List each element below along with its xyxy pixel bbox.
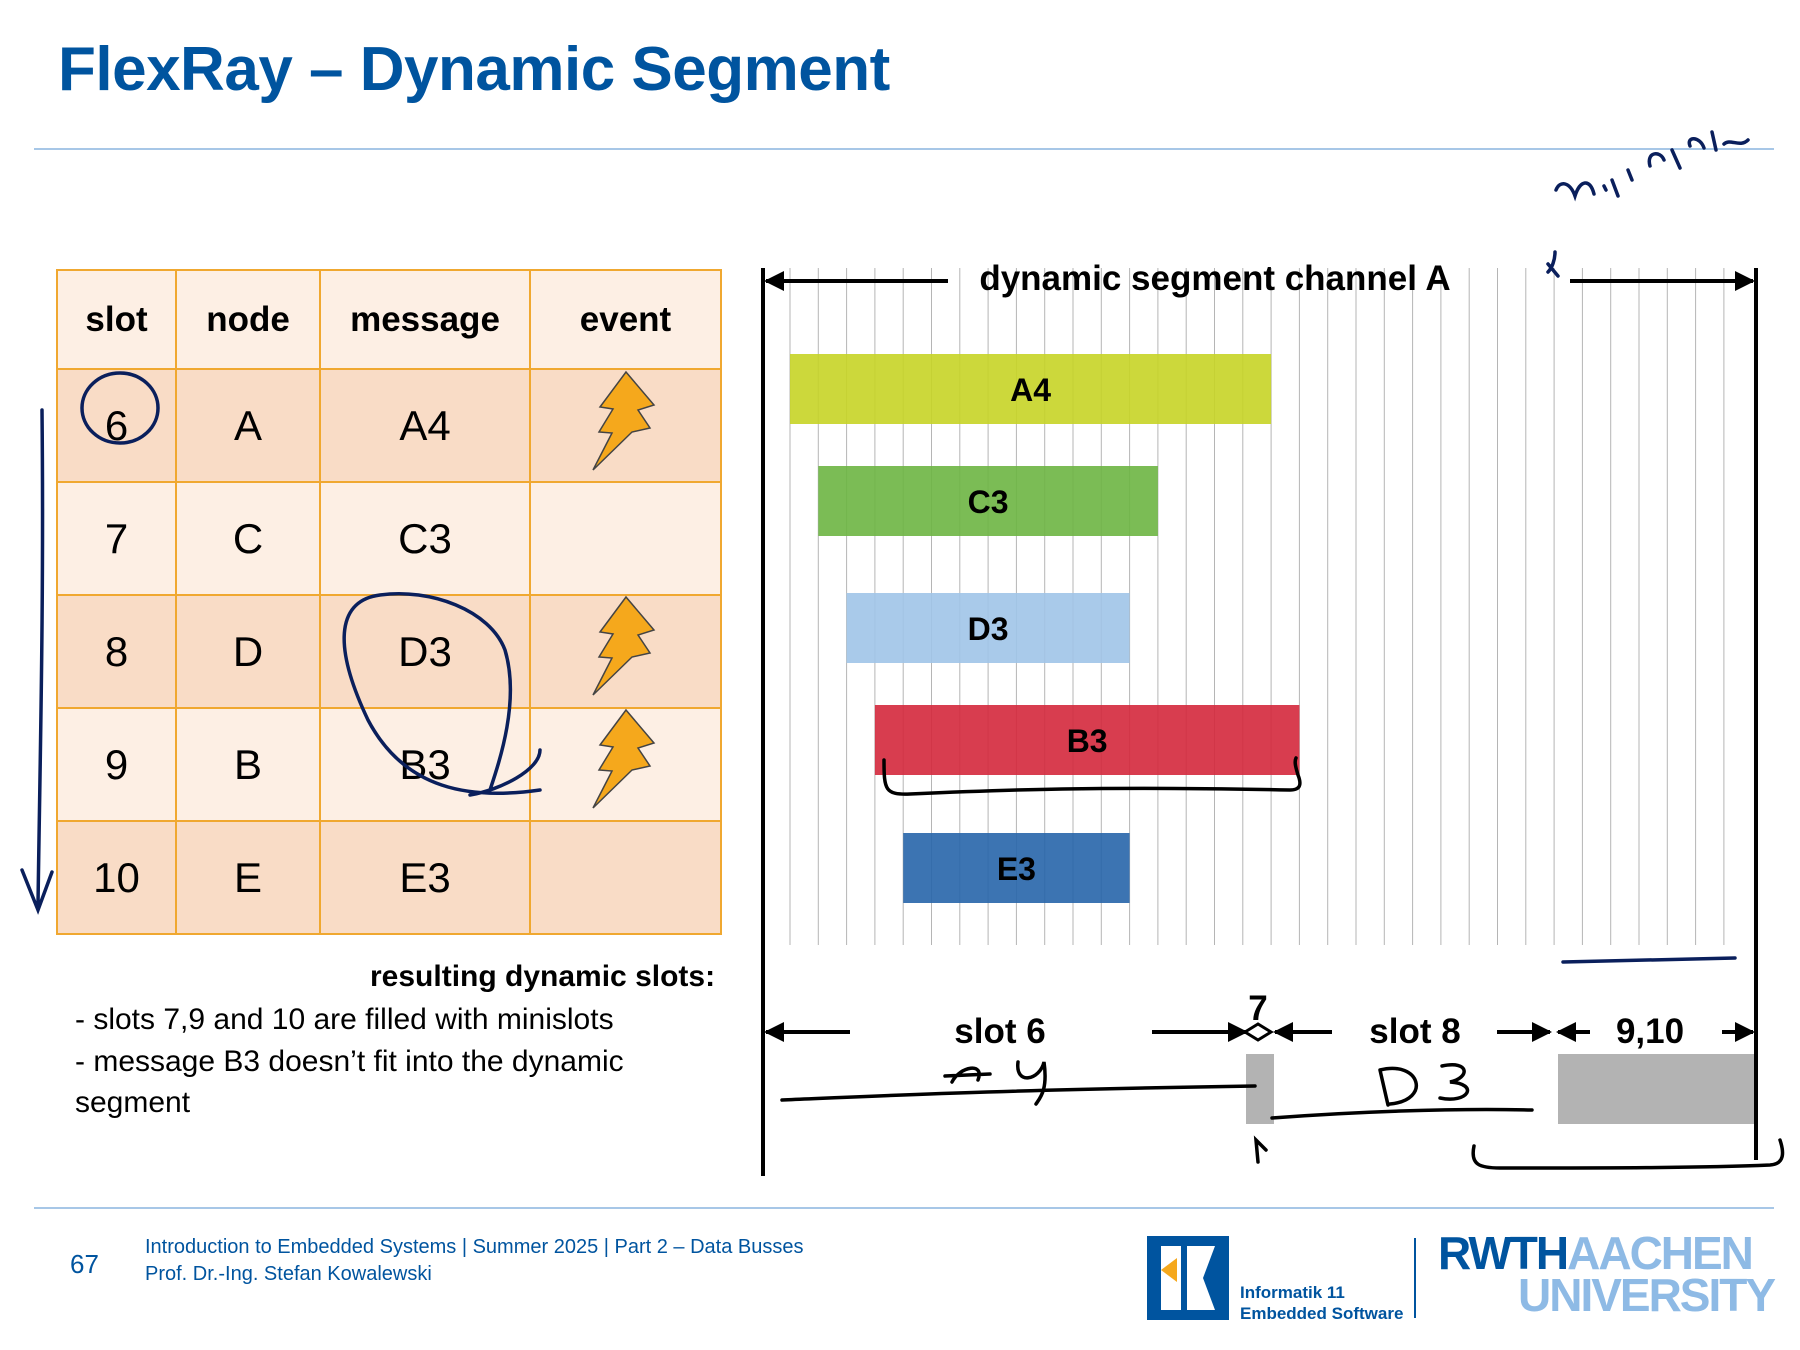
header-message: message xyxy=(319,269,531,370)
cell-event xyxy=(529,820,722,935)
table-row: 10 E E3 xyxy=(56,820,722,935)
b3-brace xyxy=(882,756,1302,796)
lightning-icon xyxy=(592,708,656,809)
a4-handwritten xyxy=(943,1060,1047,1106)
message-bar-label: B3 xyxy=(1067,723,1108,759)
minislots-handwritten-label xyxy=(1554,130,1750,202)
institute-name: Informatik 11 Embedded Software xyxy=(1240,1282,1403,1324)
handwritten-black-annotations xyxy=(780,756,1785,1170)
result-line: - slots 7,9 and 10 are filled with minis… xyxy=(75,1003,614,1036)
slot7-diamond xyxy=(1242,1022,1274,1042)
footer-author: Prof. Dr.-Ing. Stefan Kowalewski xyxy=(145,1263,432,1285)
university-wordmark-rwth: RWTH xyxy=(1438,1227,1569,1279)
a4-line xyxy=(780,1084,1257,1102)
cell-slot: 7 xyxy=(56,481,177,596)
slot7-minislot-fill xyxy=(1246,1054,1274,1124)
result-line: - message B3 doesn’t fit into the dynami… xyxy=(75,1045,624,1078)
cell-node: D xyxy=(175,594,321,709)
slot-label-9-10: 9,10 xyxy=(1616,1012,1684,1051)
minislot-underline xyxy=(1561,956,1737,964)
cell-node: A xyxy=(175,368,321,483)
title-divider xyxy=(34,148,1774,150)
message-bar-label: E3 xyxy=(997,851,1036,887)
page-title: FlexRay – Dynamic Segment xyxy=(58,35,890,104)
cell-event xyxy=(529,481,722,596)
lightning-icon xyxy=(592,595,656,696)
cell-slot: 9 xyxy=(56,707,177,822)
university-wordmark-university: UNIVERSITY xyxy=(1518,1269,1776,1321)
cell-message: E3 xyxy=(319,820,531,935)
slot-table: slot node message event 6 A A4 7 C C3 8 D D3 9 B B3… xyxy=(56,269,722,935)
institute-line-2: Embedded Software xyxy=(1240,1304,1404,1323)
message-bar-label: D3 xyxy=(968,611,1009,647)
logo-divider xyxy=(1414,1238,1416,1318)
cell-message: A4 xyxy=(319,368,531,483)
result-line-continuation: segment xyxy=(75,1086,191,1119)
message-bar-b3 xyxy=(874,705,1300,775)
cell-slot: 8 xyxy=(56,594,177,709)
table-row: 8 D D3 xyxy=(56,594,722,709)
table-row: 6 A A4 xyxy=(56,368,722,483)
minislot-pointer xyxy=(1546,250,1560,278)
cell-slot: 6 xyxy=(56,368,177,483)
d3-handwritten xyxy=(1378,1063,1470,1107)
segment-end-brace xyxy=(1471,1138,1785,1170)
header-node: node xyxy=(175,269,321,370)
university-logo: RWTHAACHEN UNIVERSITY xyxy=(1438,1230,1776,1321)
message-bar-e3 xyxy=(903,833,1130,903)
table-body: 6 A A4 7 C C3 8 D D3 9 B B3 10 E E3 xyxy=(56,368,722,935)
message-bar-a4 xyxy=(790,354,1272,424)
slot9-10-minislot-fill xyxy=(1558,1054,1754,1124)
university-wordmark-aachen: AACHEN xyxy=(1567,1227,1754,1279)
slot-label-7: 7 xyxy=(1248,989,1267,1028)
cell-slot: 10 xyxy=(56,820,177,935)
cell-message: C3 xyxy=(319,481,531,596)
event-lightning-icons xyxy=(592,370,656,809)
result-heading: resulting dynamic slots: xyxy=(370,960,716,993)
header-event: event xyxy=(529,269,722,370)
slot7-pointer xyxy=(1253,1135,1268,1164)
slot-order-arrow xyxy=(20,408,54,915)
footer-course: Introduction to Embedded Systems | Summe… xyxy=(145,1236,804,1258)
institute-line-1: Informatik 11 xyxy=(1240,1283,1345,1302)
handwritten-annotations xyxy=(20,130,1750,964)
cell-node: E xyxy=(175,820,321,935)
message-bar-label: C3 xyxy=(968,484,1009,520)
footer-divider xyxy=(34,1207,1774,1209)
table-header-row: slot node message event xyxy=(56,269,722,370)
message-bars: A4 C3 D3 B3 E3 xyxy=(790,354,1300,903)
message-bar-label: A4 xyxy=(1010,372,1051,408)
slot-label-8: slot 8 xyxy=(1369,1012,1460,1051)
lightning-icon xyxy=(592,370,656,471)
cell-node: B xyxy=(175,707,321,822)
cell-message: B3 xyxy=(319,707,531,822)
page-number: 67 xyxy=(70,1249,99,1279)
diagram-title: dynamic segment channel A xyxy=(979,259,1450,298)
institute-logo xyxy=(1147,1236,1229,1320)
message-bar-d3 xyxy=(846,593,1130,663)
d3-line xyxy=(1270,1107,1534,1120)
message-bar-c3 xyxy=(818,466,1158,536)
header-slot: slot xyxy=(56,269,177,370)
table-row: 7 C C3 xyxy=(56,481,722,596)
d3-b3-circle xyxy=(342,592,542,797)
cell-node: C xyxy=(175,481,321,596)
slot-label-6: slot 6 xyxy=(954,1012,1045,1051)
slot6-circle xyxy=(80,371,160,445)
